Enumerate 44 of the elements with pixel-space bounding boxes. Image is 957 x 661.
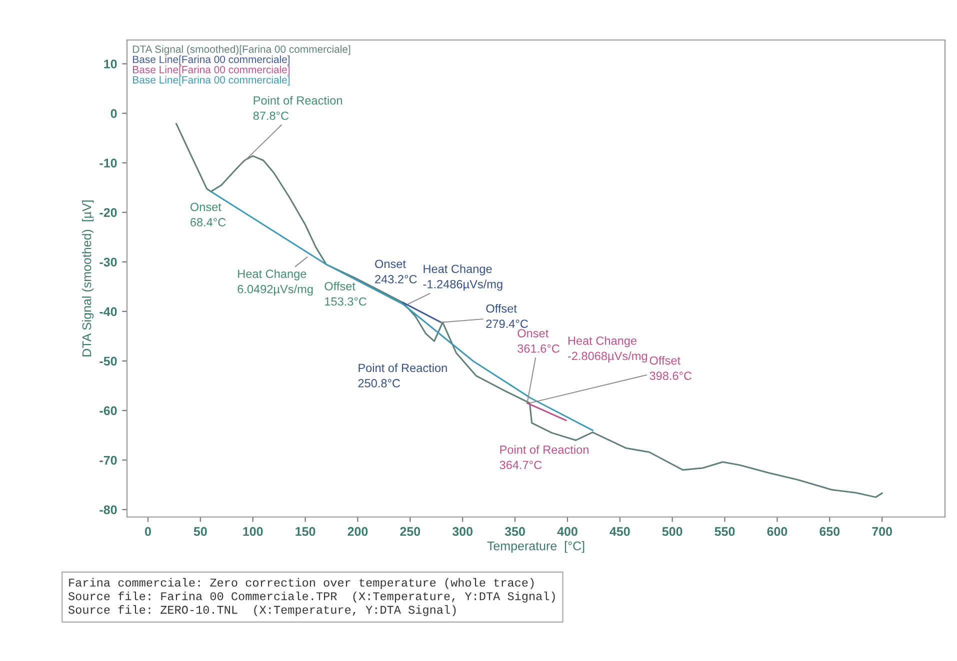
x-tick-label: 350	[504, 527, 525, 536]
y-tick-label: -40	[100, 307, 117, 316]
text: Base Line[Farina 00 commerciale]	[133, 76, 290, 86]
x-tick-label: 250	[400, 527, 420, 536]
x-tick-label: 300	[452, 527, 473, 536]
x-tick-label: 450	[610, 527, 630, 536]
y-tick-label: 0	[110, 109, 117, 118]
x-tick-label: 50	[194, 527, 207, 536]
x-tick-label: 400	[557, 527, 578, 536]
y-tick-label: -30	[100, 258, 117, 267]
y-tick-label: 10	[104, 60, 117, 68]
y-tick-label: -10	[100, 158, 117, 168]
annotation: Heat Change -2.8068µVs/mg	[568, 336, 647, 362]
text: Base Line[Farina 00 commerciale]	[133, 66, 290, 76]
annotation: Offset 398.6°C	[650, 356, 692, 380]
x-tick-label: 200	[348, 527, 368, 536]
x-tick-label: 100	[243, 527, 263, 536]
y-tick-label: -20	[100, 208, 117, 218]
x-tick-label: 0	[144, 527, 151, 536]
y-tick-label: -50	[100, 356, 117, 366]
annotation: Onset 68.4°C	[190, 202, 226, 226]
x-tick-label: 550	[714, 527, 735, 536]
annotation: Point of Reaction 364.7°C	[500, 445, 588, 470]
x-axis-title: Temperature [°C]	[487, 541, 584, 553]
annotation: Heat Change 6.0492µVs/mg	[238, 269, 313, 296]
annotation: Heat Change -1.2486µVs/mg	[423, 264, 502, 291]
text: DTA Signal (smoothed)[Farina 00 commerciale]	[133, 45, 350, 55]
annotation: Onset 361.6°C	[518, 329, 560, 353]
y-tick-label: -80	[100, 505, 117, 514]
annotation: Point of Reaction 250.8°C	[358, 363, 447, 388]
annotation: Offset 153.3°C	[324, 282, 366, 306]
y-axis-title: DTA Signal (smoothed) [µV]	[82, 200, 94, 356]
x-tick-label: 600	[767, 527, 788, 536]
y-tick-label: -70	[100, 456, 117, 465]
x-tick-label: 700	[872, 527, 892, 536]
annotation: Onset 243.2°C	[375, 260, 417, 284]
x-tick-label: 150	[296, 527, 316, 536]
y-tick-label: -60	[100, 406, 117, 416]
annotation: Offset 279.4°C	[486, 304, 528, 328]
annotation: Point of Reaction 87.8°C	[253, 96, 342, 120]
text: Farina commerciale: Zero correction over temperature (whole trace) Source file: Farina 00 Commerciale.TPR (X:Temperature, Y:DTA Signal) Source file: ZERO-10.TNL (X:Temperature, Y:DTA Signal)	[68, 578, 555, 616]
x-tick-label: 650	[820, 527, 840, 536]
text: Base Line[Farina 00 commerciale]	[133, 55, 290, 66]
x-tick-label: 500	[662, 527, 682, 536]
